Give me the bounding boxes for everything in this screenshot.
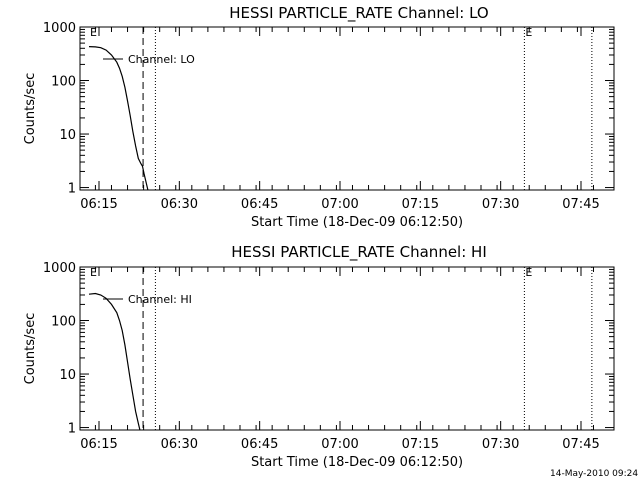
y-tick-label: 100	[51, 75, 76, 90]
y-tick-label: 1000	[43, 261, 76, 276]
x-tick-label: 07:45	[562, 197, 599, 212]
x-tick-label: 06:15	[80, 437, 117, 452]
y-tick-label: 1	[68, 182, 76, 197]
x-tick-label: 07:15	[402, 437, 439, 452]
x-tick-label: 06:15	[80, 197, 117, 212]
x-tick-label: 07:00	[321, 437, 358, 452]
hi-channel-panel: HESSI PARTICLE_RATE Channel: HI 1 10 100 100…	[23, 243, 615, 470]
y-tick-label: 1	[68, 422, 76, 437]
y-tick-label: 10	[59, 368, 76, 383]
series-line	[88, 46, 149, 191]
y-tick-label: 1000	[43, 21, 76, 36]
y-tick-label: 10	[59, 128, 76, 143]
event-marker-label: E	[525, 26, 532, 39]
plot-frame	[79, 26, 615, 191]
event-marker-label: E	[525, 266, 532, 279]
x-tick-label: 07:45	[562, 437, 599, 452]
x-tick-label: 07:30	[482, 437, 519, 452]
x-tick-label: 06:45	[241, 197, 278, 212]
x-axis-label: Start Time (18-Dec-09 06:12:50)	[251, 215, 463, 230]
x-tick-label: 06:45	[241, 437, 278, 452]
plot-frame	[79, 266, 615, 431]
x-axis-label: Start Time (18-Dec-09 06:12:50)	[251, 455, 463, 470]
chart-title: HESSI PARTICLE_RATE Channel: LO	[229, 4, 488, 23]
x-tick-label: 07:15	[402, 197, 439, 212]
x-tick-label: 07:30	[482, 197, 519, 212]
y-axis-label: Counts/sec	[23, 73, 38, 145]
y-axis-label: Counts/sec	[23, 313, 38, 385]
series-line	[88, 292, 141, 431]
x-tick-label: 06:30	[161, 437, 198, 452]
event-marker-label: E	[90, 26, 97, 39]
legend-label: Channel: HI	[128, 293, 192, 306]
chart-title: HESSI PARTICLE_RATE Channel: HI	[231, 243, 487, 262]
x-tick-label: 07:00	[321, 197, 358, 212]
footer-timestamp: 14-May-2010 09:24	[550, 469, 638, 479]
x-tick-label: 06:30	[161, 197, 198, 212]
legend-label: Channel: LO	[128, 53, 195, 66]
event-marker-label: E	[90, 266, 97, 279]
lo-channel-panel: HESSI PARTICLE_RATE Channel: LO 1 10 100 100…	[23, 4, 615, 230]
y-tick-label: 100	[51, 315, 76, 330]
